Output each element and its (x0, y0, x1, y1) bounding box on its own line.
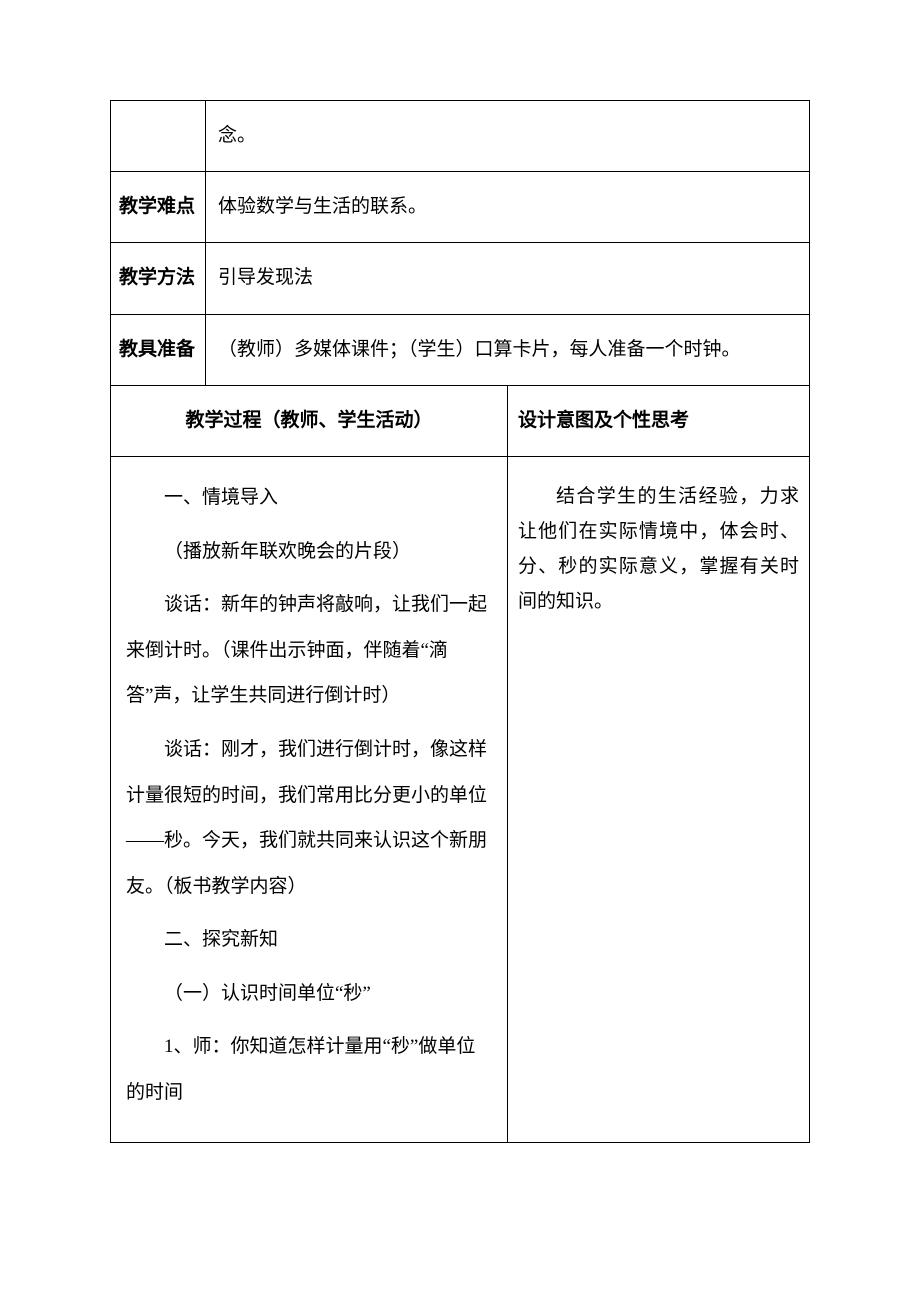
header-notes: 设计意图及个性思考 (508, 385, 810, 456)
row-process-body: 一、情境导入 （播放新年联欢晚会的片段） 谈话：新年的钟声将敲响，让我们一起来倒… (111, 456, 810, 1142)
process-p5: （一）认识时间单位“秒” (126, 971, 492, 1017)
label-method: 教学方法 (111, 243, 206, 314)
header-process: 教学过程（教师、学生活动） (111, 385, 508, 456)
process-p0: 一、情境导入 (126, 475, 492, 521)
content-method: 引导发现法 (206, 243, 810, 314)
notes-text: 结合学生的生活经验，力求让他们在实际情境中，体会时、分、秒的实际意义，掌握有关时… (518, 479, 799, 620)
row-process-header: 教学过程（教师、学生活动） 设计意图及个性思考 (111, 385, 810, 456)
row-continuation: 念。 (111, 101, 810, 172)
process-p2: 谈话：新年的钟声将敲响，让我们一起来倒计时。（课件出示钟面，伴随着“滴答”声，让… (126, 582, 492, 719)
process-p6: 1、师：你知道怎样计量用“秒”做单位的时间 (126, 1024, 492, 1115)
process-content: 一、情境导入 （播放新年联欢晚会的片段） 谈话：新年的钟声将敲响，让我们一起来倒… (111, 456, 508, 1142)
row-difficulty: 教学难点 体验数学与生活的联系。 (111, 172, 810, 243)
process-p4: 二、探究新知 (126, 917, 492, 963)
label-empty (111, 101, 206, 172)
label-prep: 教具准备 (111, 314, 206, 385)
lesson-plan-table: 念。 教学难点 体验数学与生活的联系。 教学方法 引导发现法 教具准备 （教师）… (110, 100, 810, 1143)
content-nian: 念。 (206, 101, 810, 172)
label-difficulty: 教学难点 (111, 172, 206, 243)
process-p3: 谈话：刚才，我们进行倒计时，像这样计量很短的时间，我们常用比分更小的单位——秒。… (126, 727, 492, 909)
content-difficulty: 体验数学与生活的联系。 (206, 172, 810, 243)
row-method: 教学方法 引导发现法 (111, 243, 810, 314)
content-prep: （教师）多媒体课件；（学生）口算卡片，每人准备一个时钟。 (206, 314, 810, 385)
row-prep: 教具准备 （教师）多媒体课件；（学生）口算卡片，每人准备一个时钟。 (111, 314, 810, 385)
notes-content: 结合学生的生活经验，力求让他们在实际情境中，体会时、分、秒的实际意义，掌握有关时… (508, 456, 810, 1142)
process-p1: （播放新年联欢晚会的片段） (126, 529, 492, 575)
